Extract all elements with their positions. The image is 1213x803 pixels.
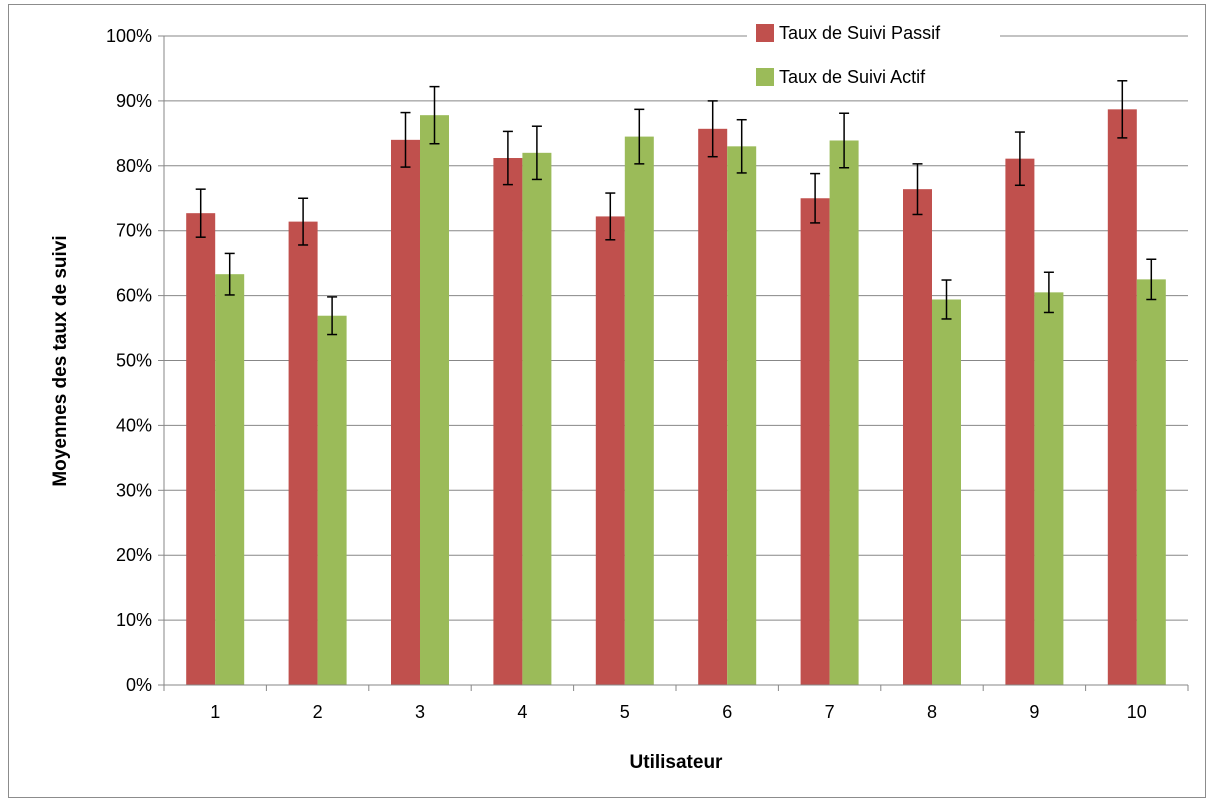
bar-series-1-cat-6: [698, 128, 728, 685]
x-tick-label: 2: [313, 702, 323, 722]
bar-series-1-cat-7: [800, 198, 830, 685]
legend-swatch: [756, 68, 774, 86]
y-tick-label: 80%: [116, 156, 152, 176]
bar-series-2-cat-10: [1136, 279, 1166, 685]
legend-background: [747, 16, 1000, 100]
bar-series-2-cat-1: [215, 274, 245, 685]
bar-series-1-cat-8: [903, 189, 932, 685]
y-tick-label: 20%: [116, 545, 152, 565]
x-tick-label: 1: [210, 702, 220, 722]
y-tick-label: 10%: [116, 610, 152, 630]
y-axis-title: Moyennes des taux de suivi: [50, 235, 71, 486]
bar-series-2-cat-6: [727, 146, 757, 685]
bar-series-1-cat-3: [391, 139, 420, 686]
x-tick-label: 3: [415, 702, 425, 722]
legend-swatch: [756, 24, 774, 42]
axes-group: 0% 10% 20% 30% 40% 50% 60% 70% 80% 90% 100% 1 2 3 4 5 6 7…: [106, 26, 1189, 722]
x-axis-title: Utilisateur: [630, 752, 724, 773]
bar-series-2-cat-8: [932, 299, 961, 685]
y-tick-label: 30%: [116, 480, 152, 500]
bar-series-1-cat-9: [1005, 158, 1035, 685]
y-tick-label: 100%: [106, 26, 152, 46]
bar-series-1-cat-1: [186, 213, 216, 685]
x-tick-label: 5: [620, 702, 630, 722]
bar-series-2-cat-2: [317, 315, 347, 685]
bar-series-2-cat-5: [624, 136, 654, 686]
x-tick-label: 8: [927, 702, 937, 722]
legend-label: Taux de Suivi Actif: [779, 67, 926, 87]
y-tick-label: 0%: [126, 675, 152, 695]
bar-series-2-cat-3: [420, 115, 449, 686]
y-tick-label: 60%: [116, 286, 152, 306]
x-tick-label: 7: [825, 702, 835, 722]
bar-series-2-cat-9: [1034, 292, 1064, 685]
x-tick-label: 6: [722, 702, 732, 722]
x-tick-label: 10: [1127, 702, 1147, 722]
bar-series-1-cat-5: [595, 216, 625, 685]
y-tick-label: 90%: [116, 91, 152, 111]
bar-series-1-cat-4: [493, 158, 523, 686]
y-tick-label: 70%: [116, 221, 152, 241]
y-tick-label: 40%: [116, 415, 152, 435]
bar-series-1-cat-2: [288, 221, 318, 685]
x-tick-label: 9: [1029, 702, 1039, 722]
bars-group: [186, 80, 1166, 686]
legend-label: Taux de Suivi Passif: [779, 23, 941, 43]
bar-series-2-cat-7: [829, 140, 859, 685]
bar-series-2-cat-4: [522, 152, 552, 685]
bar-series-1-cat-10: [1107, 109, 1137, 686]
y-tick-label: 50%: [116, 351, 152, 371]
legend: Taux de Suivi Passif Taux de Suivi Actif: [747, 16, 1000, 100]
x-tick-label: 4: [517, 702, 527, 722]
